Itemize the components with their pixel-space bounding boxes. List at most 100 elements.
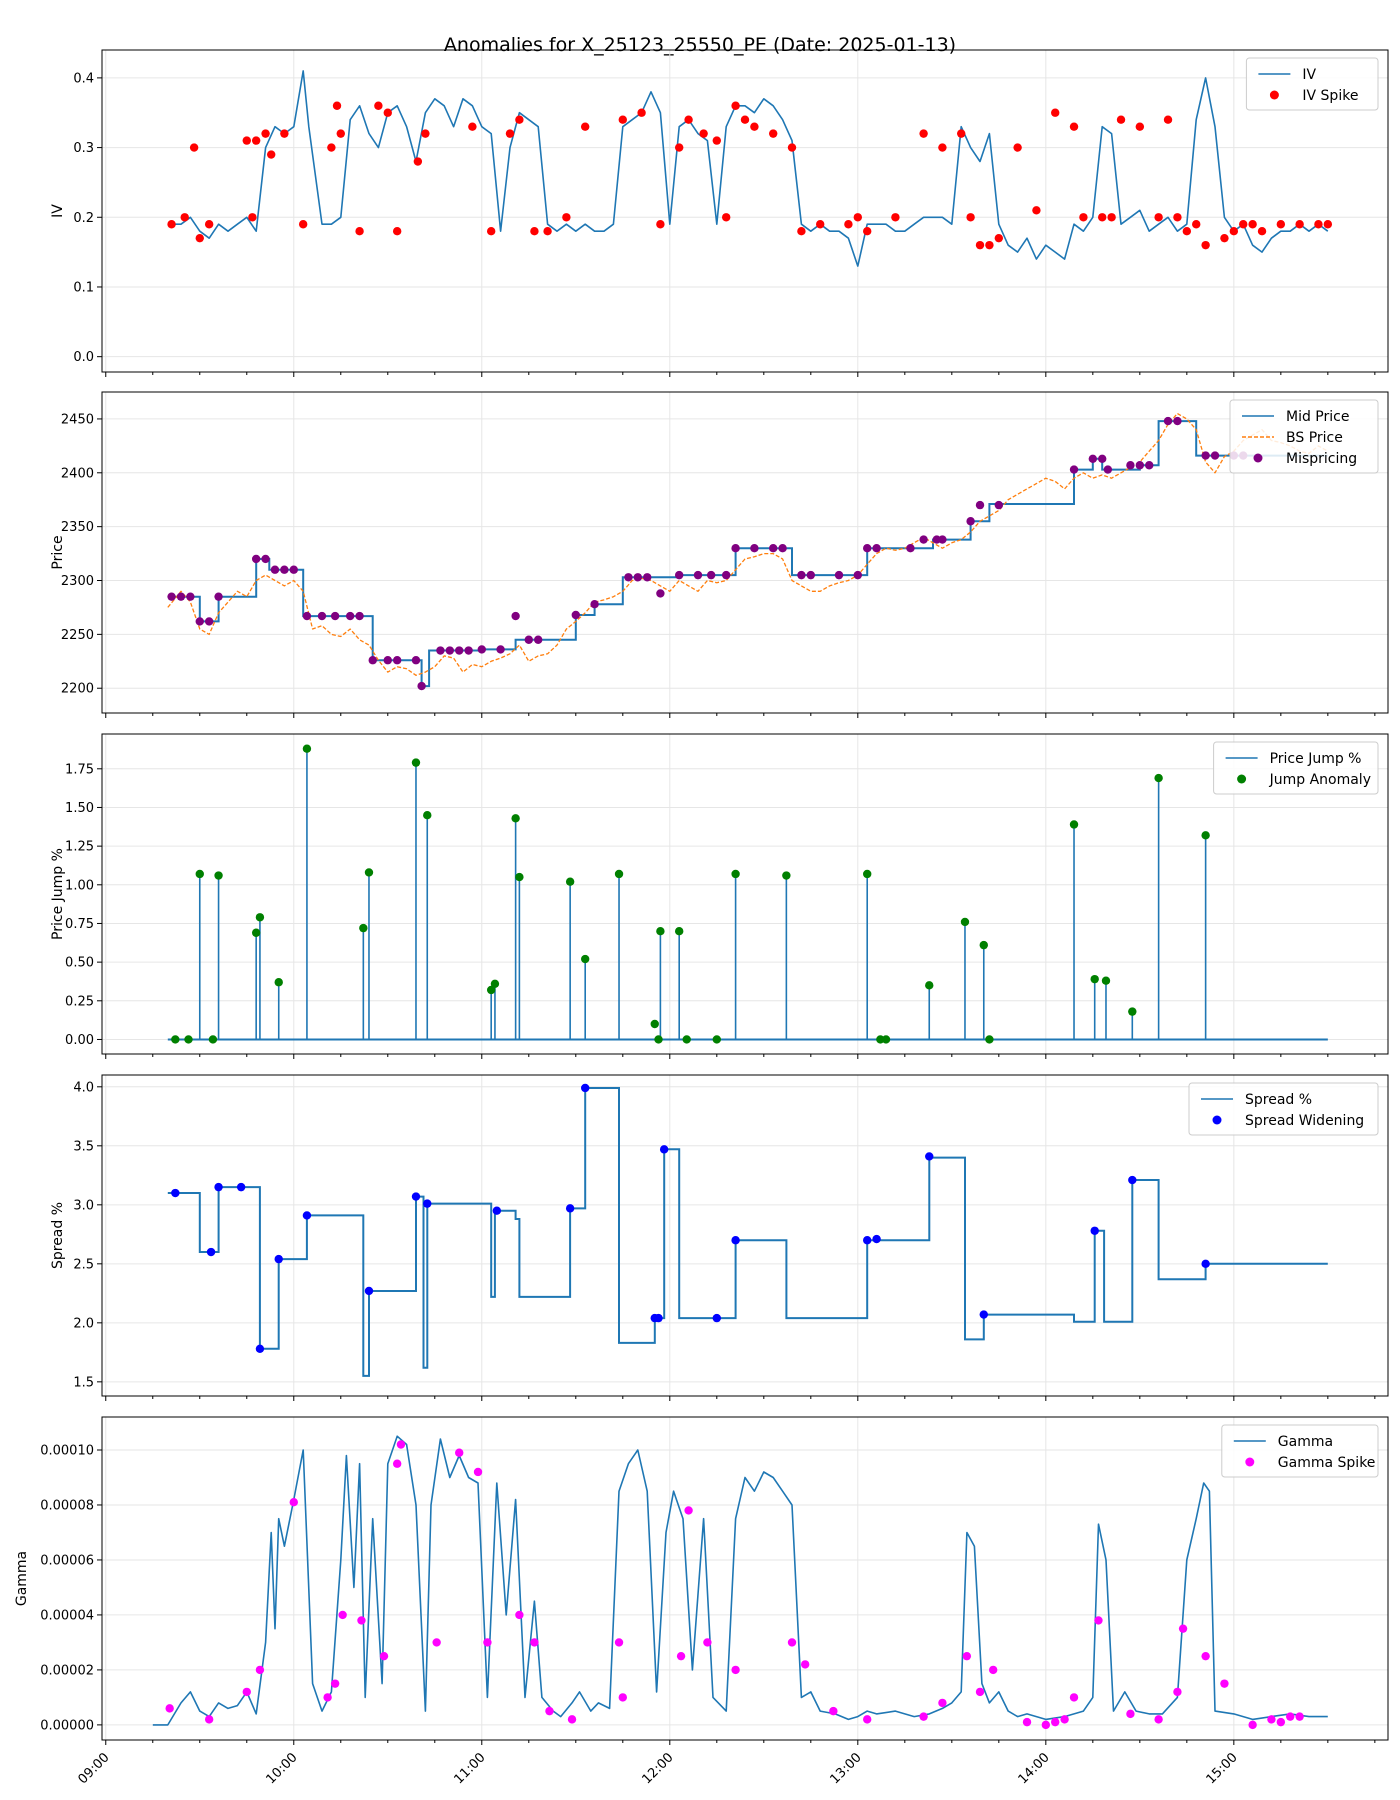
- gamma-spike-point: [863, 1715, 872, 1724]
- iv-spike-point: [721, 213, 731, 222]
- y-tick-label: 0.00002: [40, 1663, 94, 1678]
- mispricing-point: [261, 554, 270, 564]
- jump-anomaly-point: [979, 940, 988, 950]
- mispricing-point: [204, 617, 214, 626]
- mispricing-point: [633, 573, 643, 582]
- jump-anomaly-point: [184, 1035, 193, 1044]
- x-tick-label: 14:00: [1016, 1750, 1053, 1787]
- x-tick-label: 10:00: [263, 1750, 300, 1787]
- mispricing-point: [496, 645, 505, 654]
- iv-spike-point: [1079, 213, 1088, 222]
- mispricing-point: [392, 656, 402, 665]
- gamma-spike-point: [731, 1665, 740, 1675]
- gamma-spike-point: [455, 1448, 464, 1457]
- jump-anomaly-point: [674, 926, 684, 936]
- jump-anomaly-point: [423, 810, 432, 820]
- jump-anomaly-point: [863, 869, 872, 879]
- panel-frame: [101, 49, 1389, 373]
- mispricing-point: [643, 573, 652, 582]
- legend-box: [1213, 741, 1379, 795]
- iv-spike-point: [966, 213, 975, 222]
- jump-anomaly-point: [195, 869, 204, 879]
- iv-spike-point: [530, 227, 539, 236]
- legend-label: Spread %: [1245, 1092, 1312, 1108]
- mispricing-point: [863, 543, 872, 553]
- panel-frame: [101, 1074, 1389, 1397]
- legend-label: Jump Anomaly: [1269, 772, 1371, 788]
- gamma-spike-point: [432, 1638, 441, 1647]
- iv-spike-point: [816, 220, 825, 229]
- iv-spike-point: [204, 220, 214, 229]
- spread-widening-point: [863, 1236, 872, 1245]
- gamma-spike-point: [1041, 1720, 1051, 1730]
- iv-spike-point: [938, 143, 947, 152]
- y-tick-label: 2350: [61, 520, 94, 535]
- mispricing-point: [186, 592, 195, 601]
- iv-spike-point: [1182, 227, 1192, 236]
- jump-anomaly-point: [302, 744, 312, 753]
- mispricing-point: [1088, 454, 1098, 463]
- spread-widening-point: [364, 1286, 374, 1296]
- y-tick-label: 0.4: [73, 71, 94, 86]
- spread-widening-point: [411, 1192, 421, 1201]
- mispricing-point: [975, 500, 985, 510]
- iv-spike-point: [1051, 108, 1060, 117]
- mispricing-point: [455, 646, 464, 655]
- y-tick-label: 0.50: [65, 956, 94, 971]
- y-tick-label: 2300: [61, 574, 94, 589]
- iv-spike-point: [505, 129, 515, 138]
- y-tick-label: 1.25: [65, 840, 94, 855]
- y-tick-label: 0.00000: [40, 1718, 94, 1733]
- mispricing-point: [1210, 451, 1220, 460]
- iv-spike-point: [853, 213, 863, 222]
- iv-spike-point: [1229, 227, 1239, 236]
- spread-widening-point: [171, 1188, 180, 1198]
- gamma-spike-point: [357, 1616, 366, 1625]
- iv-spike-point: [374, 101, 383, 110]
- jump-anomaly-point: [682, 1035, 691, 1044]
- legend-marker: [1245, 1457, 1255, 1467]
- mispricing-point: [750, 543, 759, 553]
- gamma-spike-point: [1069, 1693, 1079, 1702]
- jump-anomaly-point: [580, 954, 590, 964]
- mispricing-point: [345, 611, 355, 621]
- legend-label: Gamma Spike: [1278, 1455, 1376, 1471]
- iv-spike-point: [957, 129, 966, 138]
- gamma-spike-point: [1178, 1624, 1188, 1633]
- iv-spike-point: [985, 240, 994, 250]
- mispricing-point: [872, 543, 881, 553]
- y-tick-label: 2.0: [73, 1316, 94, 1331]
- y-tick-label: 2400: [61, 466, 94, 481]
- jump-anomaly-point: [654, 1035, 663, 1044]
- iv-spike-point: [580, 122, 590, 131]
- mispricing-point: [524, 635, 533, 644]
- panel-frame: [101, 1416, 1389, 1741]
- plot-area: [167, 1083, 1328, 1377]
- mispricing-point: [938, 535, 947, 544]
- gamma-spike-point: [483, 1638, 492, 1647]
- x-tick-label: 15:00: [1204, 1750, 1241, 1787]
- gamma-spike-point: [515, 1610, 524, 1620]
- gamma-spike-point: [938, 1698, 947, 1708]
- gamma-spike-point: [338, 1610, 347, 1620]
- iv-spike-point: [242, 136, 251, 145]
- y-axis-label: IV: [50, 204, 66, 218]
- mispricing-point: [731, 543, 740, 553]
- panel-frame: [101, 733, 1389, 1055]
- plot-area: [167, 412, 1329, 691]
- mispricing-point: [906, 543, 915, 553]
- gamma-spike-point: [829, 1706, 838, 1716]
- mispricing-point: [1163, 416, 1173, 426]
- spread-widening-point: [214, 1182, 223, 1192]
- iv-spike-point: [994, 233, 1004, 243]
- mispricing-point: [511, 611, 520, 621]
- iv-spike-point: [975, 240, 985, 250]
- mispricing-point: [195, 617, 204, 626]
- iv-spike-point: [1220, 233, 1229, 243]
- mispricing-point: [706, 570, 716, 580]
- spread-widening-point: [731, 1236, 740, 1245]
- jump-anomaly-point: [712, 1035, 721, 1044]
- panel-5: 0.00000 0.00002 0.00004 0.00006 0.00008 0.000…: [14, 1416, 1389, 1745]
- legend-marker: [1253, 453, 1263, 463]
- bs-price-series-line: [167, 412, 1329, 676]
